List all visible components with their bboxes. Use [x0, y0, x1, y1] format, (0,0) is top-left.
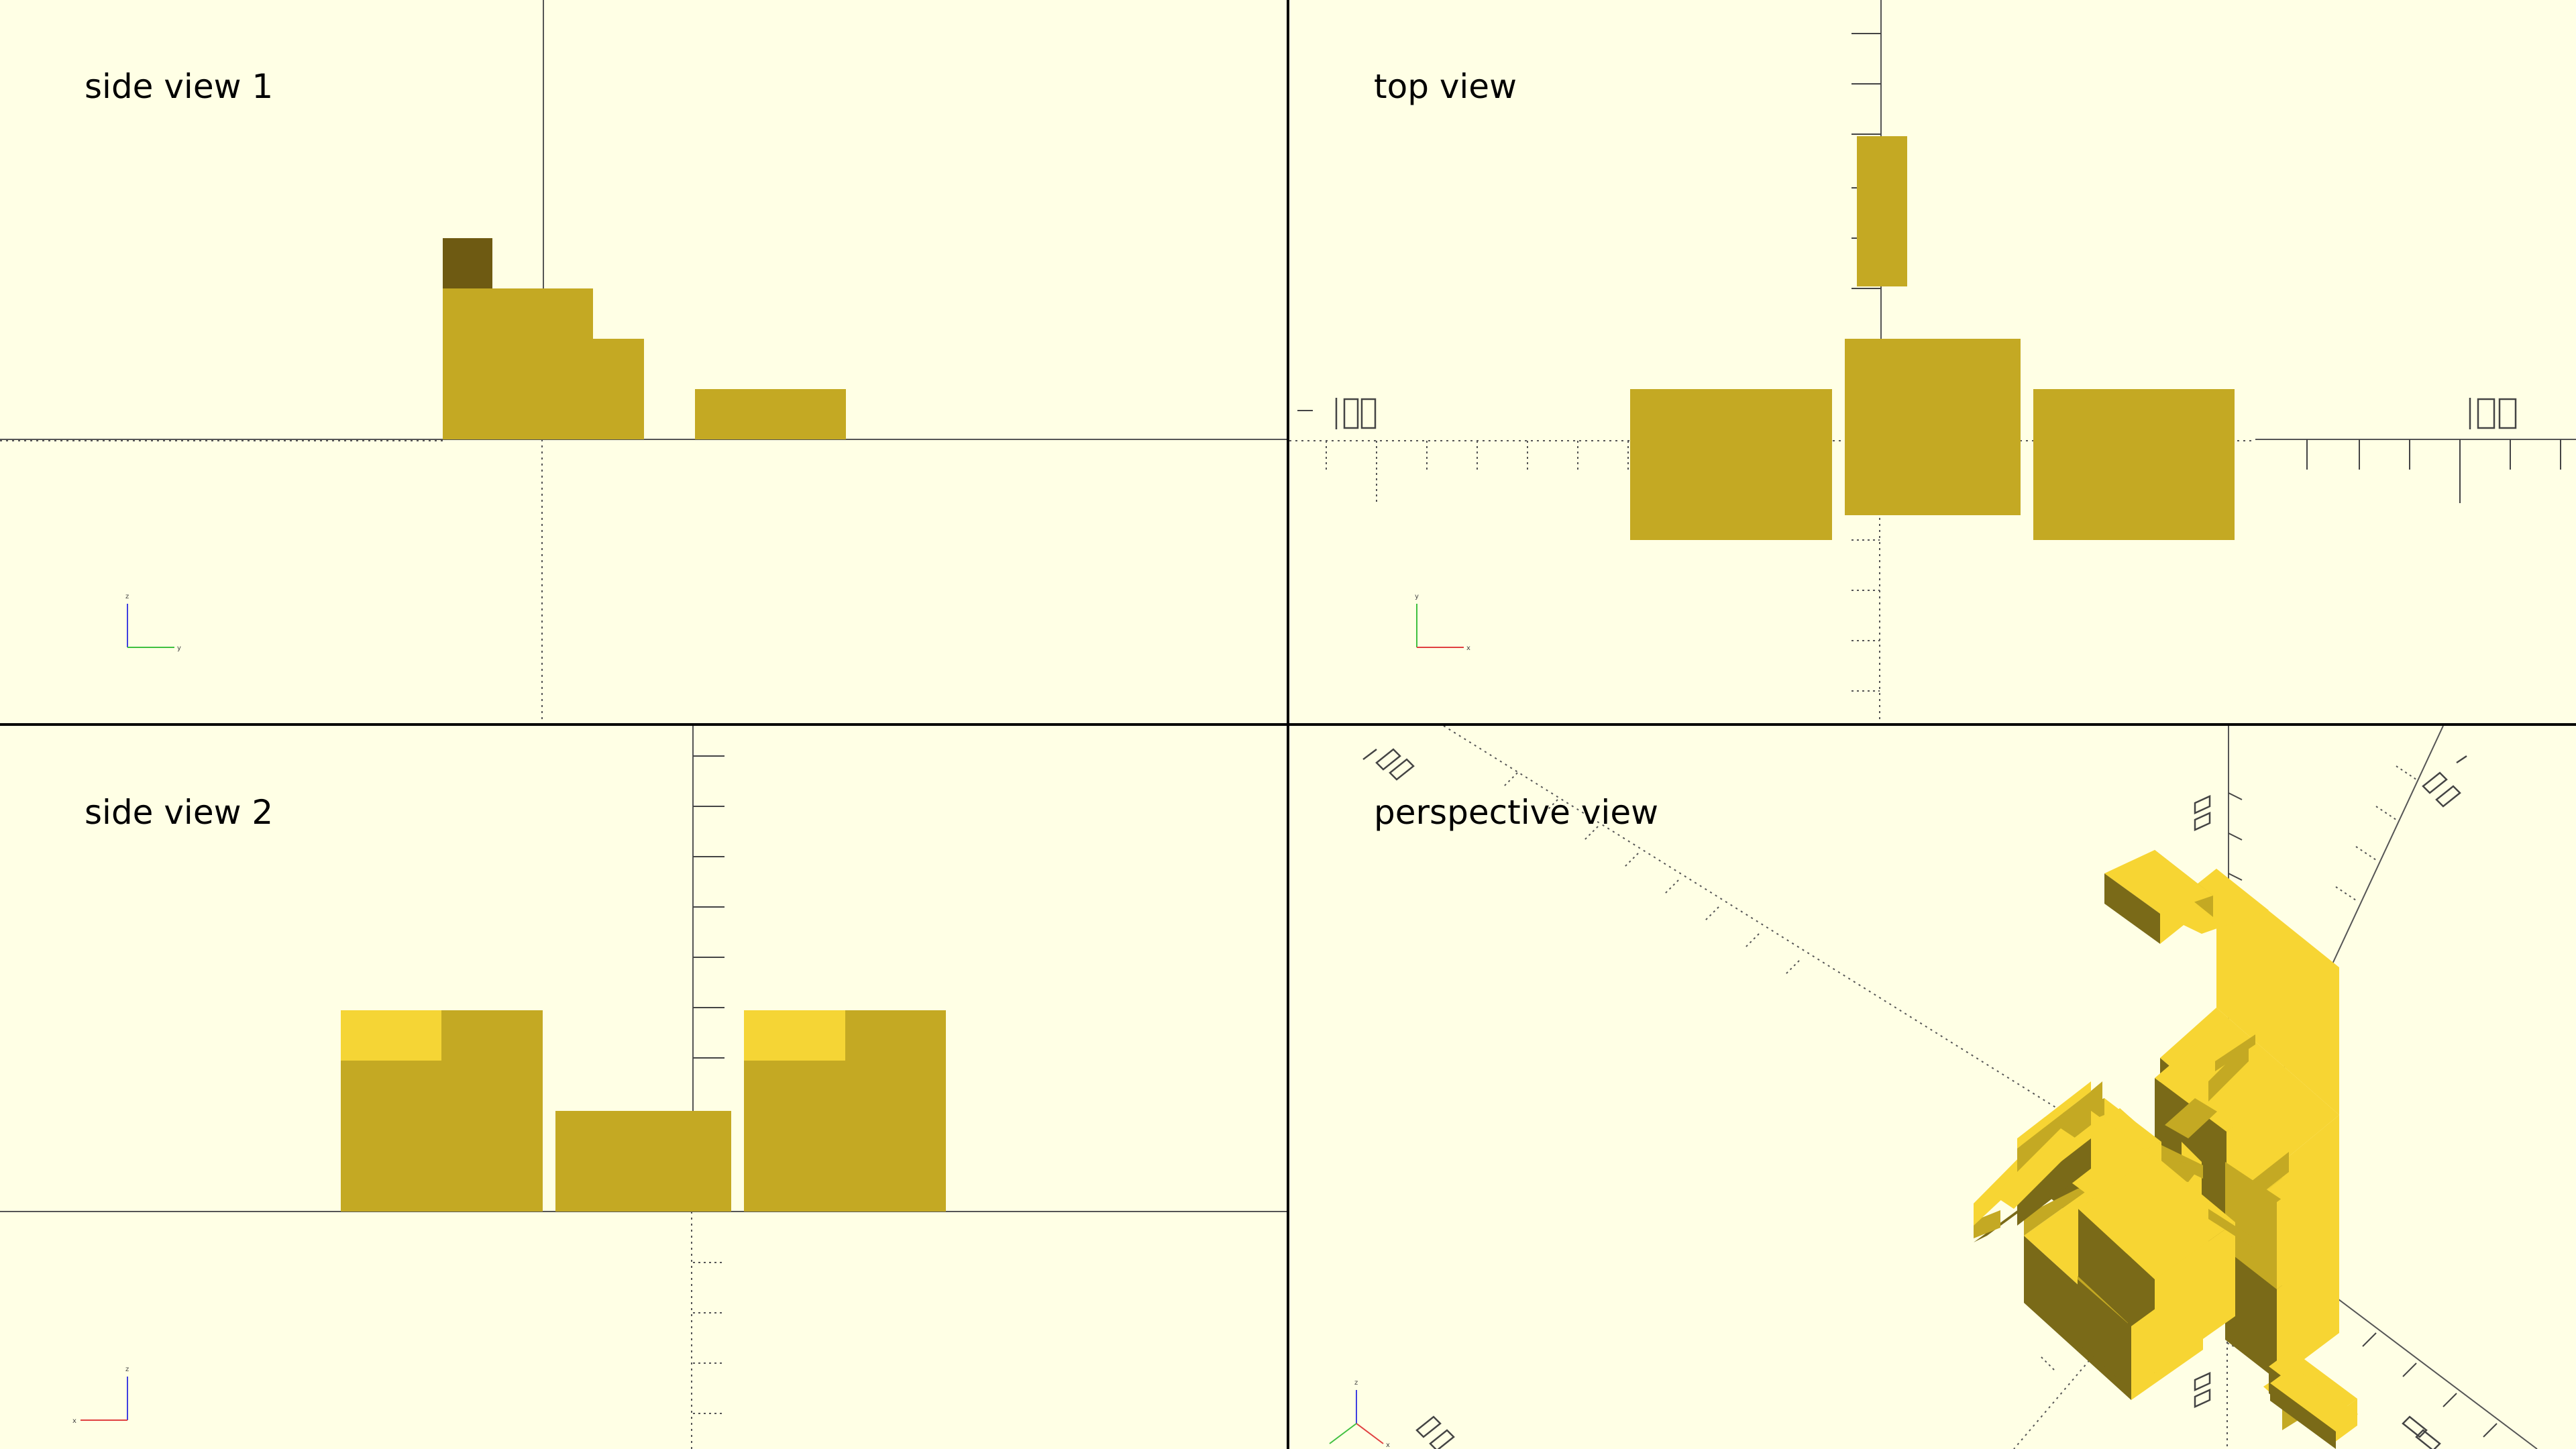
model-part: [441, 1010, 543, 1061]
gizmo-up-label: z: [1354, 1379, 1358, 1387]
side-view-1-canvas[interactable]: z y: [0, 0, 1287, 723]
model-part: [744, 1061, 946, 1212]
model-part-light: [341, 1010, 441, 1061]
viewport-label: side view 1: [85, 67, 274, 106]
viewport-label: top view: [1374, 67, 1517, 106]
axis-glyphs: [1362, 748, 2467, 1449]
model-part: [1630, 389, 1832, 540]
top-view-viewport[interactable]: y x top view: [1289, 0, 2576, 723]
gizmo-right-label: x: [1386, 1442, 1390, 1449]
viewport-label: perspective view: [1374, 793, 1658, 832]
model-part: [2033, 389, 2235, 540]
axes-gizmo: y x: [1415, 593, 1470, 652]
gizmo-right-label: x: [72, 1417, 76, 1425]
model-part-light: [744, 1010, 845, 1061]
model-shapes: [443, 238, 846, 439]
axis-ticks: [1503, 765, 2498, 1438]
model-part: [695, 389, 846, 439]
axis-lines: [1443, 726, 2538, 1449]
side-view-2-canvas[interactable]: z x: [0, 726, 1287, 1449]
axes-gizmo: z y: [125, 593, 181, 652]
axes-gizmo: z x: [1329, 1379, 1390, 1449]
gizmo-up-label: z: [125, 1366, 129, 1373]
gizmo-up-label: y: [1415, 593, 1419, 600]
model-part: [341, 1061, 543, 1212]
model-shapes: [1974, 850, 2358, 1449]
gizmo-up-label: z: [125, 593, 129, 600]
model-part: [555, 1111, 731, 1212]
side-view-2-viewport[interactable]: z x side view 2: [0, 726, 1287, 1449]
perspective-view-viewport[interactable]: z x perspective view: [1289, 726, 2576, 1449]
axes-gizmo: z x: [72, 1366, 129, 1425]
model-part: [845, 1010, 946, 1061]
model-part: [593, 339, 644, 439]
top-view-canvas[interactable]: y x: [1289, 0, 2576, 723]
gizmo-right-label: x: [1466, 645, 1470, 652]
model-shapes: [1630, 136, 2235, 540]
model-part: [1857, 136, 1907, 286]
side-view-1-viewport[interactable]: z y side view 1: [0, 0, 1287, 723]
viewport-label: side view 2: [85, 793, 274, 832]
perspective-view-canvas[interactable]: z x: [1289, 726, 2576, 1449]
gizmo-right-label: y: [177, 645, 181, 652]
model-part: [443, 288, 593, 439]
model-shapes: [341, 1010, 946, 1212]
model-part: [1845, 339, 2021, 515]
axis-glyphs: [1335, 398, 2517, 429]
model-part-dark: [443, 238, 492, 288]
